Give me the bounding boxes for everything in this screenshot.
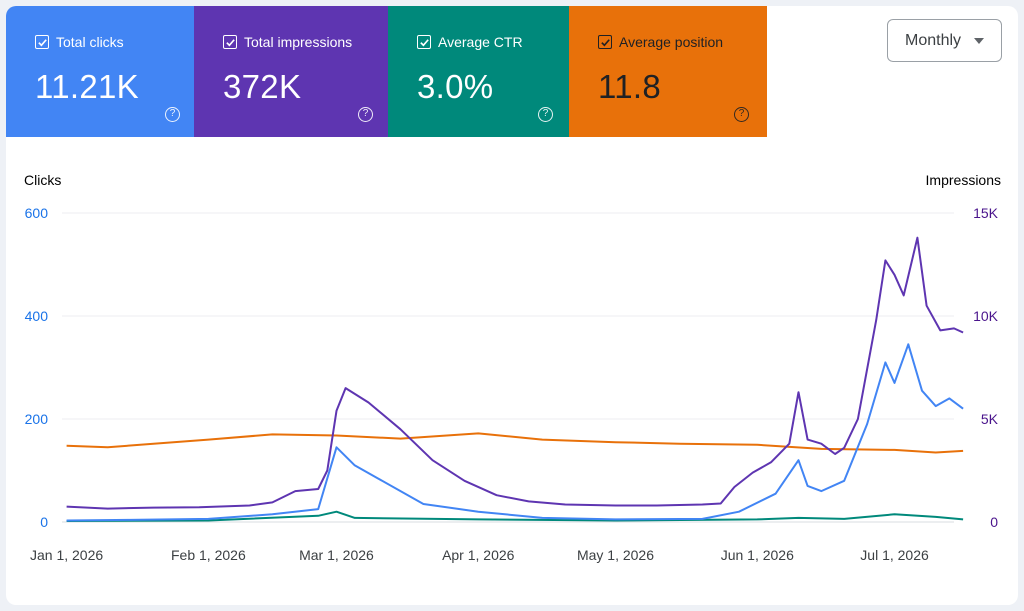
period-dropdown-value: Monthly [905,31,962,49]
series-line-total-impressions [66,236,964,510]
metric-card-header: Total clicks [35,34,124,50]
series-line-total-clicks [66,343,964,522]
metric-card-header: Average position [598,34,723,50]
metric-card-total-impressions[interactable]: Total impressions 372K ? [194,6,388,137]
help-icon[interactable]: ? [358,107,373,122]
x-axis-tick-label: Mar 1, 2026 [299,547,374,563]
metric-label: Average position [619,34,724,50]
metric-card-average-ctr[interactable]: Average CTR 3.0% ? [388,6,569,137]
checkbox-checked-icon[interactable] [598,35,612,49]
metric-card-header: Total impressions [223,34,352,50]
x-axis-tick-label: Apr 1, 2026 [442,547,515,563]
metric-label: Total clicks [56,34,124,50]
metric-value: 372K [223,68,302,105]
metric-card-average-position[interactable]: Average position 11.8 ? [569,6,767,137]
left-axis-title: Clicks [24,172,62,188]
performance-chart: 0 200 400 600 0 5K 10K 15K Jan 1, 2026 Feb 1, 202… [25,205,999,563]
right-axis-tick-label: 10K [973,308,999,324]
left-axis-tick-label: 0 [40,514,48,530]
help-icon[interactable]: ? [538,107,553,122]
checkbox-checked-icon[interactable] [35,35,49,49]
metric-value: 11.21K [35,68,139,105]
right-axis-tick-label: 0 [990,514,998,530]
x-axis-tick-label: Jun 1, 2026 [721,547,794,563]
performance-panel: Total clicks 11.21K ? Total impressions … [6,6,1018,605]
left-axis-tick-label: 400 [25,308,49,324]
caret-down-icon [974,38,984,44]
help-icon[interactable]: ? [165,107,180,122]
metric-label: Total impressions [244,34,353,50]
x-axis-tick-label: May 1, 2026 [577,547,654,563]
help-icon[interactable]: ? [734,107,749,122]
right-axis-tick-label: 5K [981,411,999,427]
x-axis-tick-label: Jul 1, 2026 [860,547,929,563]
metric-label: Average CTR [438,34,523,50]
checkbox-checked-icon[interactable] [223,35,237,49]
right-axis-tick-label: 15K [973,205,999,221]
left-axis-tick-label: 600 [25,205,49,221]
series-line-average-ctr [66,510,964,522]
metric-value: 3.0% [417,68,494,105]
metric-card-total-clicks[interactable]: Total clicks 11.21K ? [6,6,194,137]
metric-card-header: Average CTR [417,34,523,50]
metric-cards: Total clicks 11.21K ? Total impressions … [6,6,767,137]
period-dropdown[interactable]: Monthly [887,19,1002,62]
x-axis-tick-label: Jan 1, 2026 [30,547,103,563]
right-axis-title: Impressions [925,172,1001,188]
left-axis-tick-label: 200 [25,411,49,427]
metric-value: 11.8 [598,68,661,105]
checkbox-checked-icon[interactable] [417,35,431,49]
x-axis-tick-label: Feb 1, 2026 [171,547,246,563]
